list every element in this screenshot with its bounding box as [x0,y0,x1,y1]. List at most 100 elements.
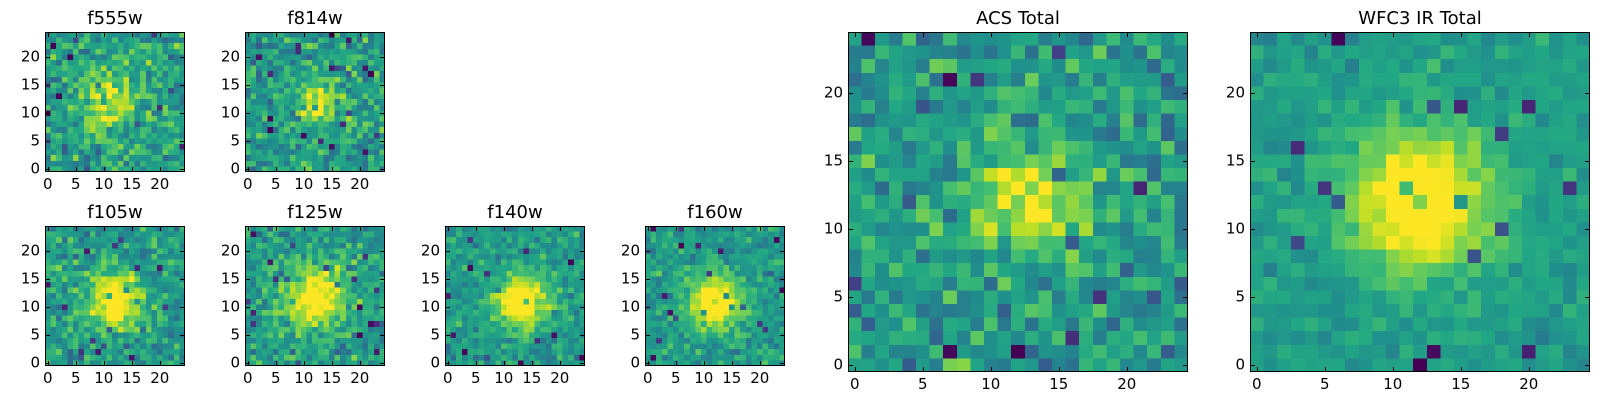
y-tick-mark [245,57,250,59]
y-tick-mark [445,251,450,253]
panel-f814w: f814w 0 5 10 15 20 0 5 10 15 20 [220,0,390,192]
x-tick-label: 20 [1117,375,1137,393]
y-tick-mark [245,251,250,253]
y-tick-mark [645,307,650,309]
y-tick-mark [1585,365,1590,367]
y-tick-label: 5 [230,325,240,344]
y-tick-label: 15 [420,269,440,288]
x-tick-mark [275,226,277,231]
y-tick-label: 0 [430,353,440,372]
y-tick-mark [380,141,385,143]
x-tick-mark [331,361,333,366]
x-tick-label: 15 [1451,375,1471,393]
x-tick-label: 5 [71,369,81,387]
x-tick-mark [559,226,561,231]
y-tick-mark [580,363,585,365]
x-tick-label: 5 [71,175,81,193]
y-tick-label: 20 [220,47,240,66]
y-tick-label: 15 [20,75,40,94]
x-tick-mark [503,361,505,366]
x-tick-label: 10 [981,375,1001,393]
y-tick-label: 10 [620,297,640,316]
y-tick-label: 15 [20,269,40,288]
y-tick-mark [1250,297,1255,299]
y-tick-mark [780,363,785,365]
y-tick-mark [780,307,785,309]
image-f814w [245,32,385,172]
image-acs-total [848,32,1188,372]
y-tick-mark [1183,297,1188,299]
x-tick-label: 10 [94,369,114,387]
x-tick-label: 20 [350,369,370,387]
y-tick-mark [645,363,650,365]
y-tick-mark [780,279,785,281]
image-f105w [45,226,185,366]
y-tick-label: 10 [220,103,240,122]
x-tick-mark [75,167,77,172]
y-tick-mark [580,335,585,337]
y-tick-mark [580,251,585,253]
y-tick-mark [780,251,785,253]
y-tick-mark [848,229,853,231]
y-tick-mark [848,161,853,163]
x-tick-mark [131,226,133,231]
y-tick-mark [180,169,185,171]
y-tick-mark [245,141,250,143]
x-tick-mark [503,226,505,231]
x-tick-mark [103,226,105,231]
x-tick-mark [159,226,161,231]
x-tick-label: 15 [122,175,142,193]
y-tick-label: 20 [220,241,240,260]
y-tick-mark [180,335,185,337]
x-tick-mark [854,32,856,37]
x-tick-mark [990,32,992,37]
x-tick-mark [675,226,677,231]
y-tick-label: 0 [833,355,843,374]
y-tick-mark [45,363,50,365]
y-tick-mark [380,85,385,87]
x-tick-label: 10 [294,369,314,387]
y-tick-mark [180,307,185,309]
panel-title: f105w [87,202,143,223]
x-tick-mark [159,361,161,366]
y-tick-mark [445,307,450,309]
x-tick-label: 0 [243,369,253,387]
x-tick-mark [1324,367,1326,372]
x-tick-mark [303,167,305,172]
x-tick-label: 0 [43,175,53,193]
x-tick-mark [359,167,361,172]
panel-title: f140w [487,202,543,223]
y-tick-label: 5 [630,325,640,344]
x-tick-mark [1126,32,1128,37]
y-tick-label: 10 [420,297,440,316]
x-tick-mark [159,167,161,172]
x-tick-mark [559,361,561,366]
x-tick-mark [990,367,992,372]
y-tick-mark [580,307,585,309]
x-tick-label: 20 [550,369,570,387]
x-tick-mark [159,32,161,37]
y-tick-mark [180,113,185,115]
image-f125w [245,226,385,366]
y-tick-label: 0 [230,353,240,372]
x-tick-label: 20 [150,369,170,387]
x-tick-mark [247,32,249,37]
y-tick-mark [45,113,50,115]
x-tick-mark [131,167,133,172]
x-tick-mark [703,361,705,366]
x-tick-label: 10 [694,369,714,387]
y-tick-mark [445,279,450,281]
panel-title: f555w [87,8,143,29]
y-tick-label: 10 [1225,219,1245,238]
x-tick-mark [922,367,924,372]
x-tick-mark [75,32,77,37]
x-tick-mark [47,32,49,37]
y-tick-mark [380,279,385,281]
x-tick-mark [531,361,533,366]
x-tick-label: 0 [443,369,453,387]
y-tick-mark [245,169,250,171]
y-tick-mark [45,307,50,309]
x-tick-mark [47,226,49,231]
y-tick-mark [245,363,250,365]
panel-f160w: f160w 0 5 10 15 20 0 5 10 15 20 [620,198,790,388]
